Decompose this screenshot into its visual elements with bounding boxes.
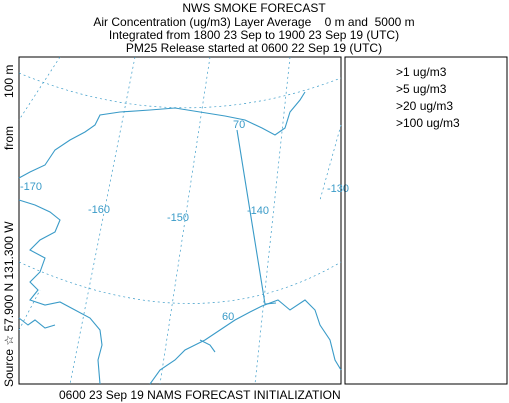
source-from: from xyxy=(2,126,16,150)
legend: >1 ug/m3 >5 ug/m3 >20 ug/m3 >100 ug/m3 xyxy=(344,56,508,385)
lat-label: 60 xyxy=(222,311,234,323)
subtitle: PM25 Release started at 0600 22 Sep 19 (… xyxy=(126,41,382,55)
legend-item: >1 ug/m3 xyxy=(396,65,447,79)
lon-label: -160 xyxy=(88,204,110,216)
legend-item: >5 ug/m3 xyxy=(396,82,447,96)
lat-label: 70 xyxy=(233,119,245,131)
legend-item: >20 ug/m3 xyxy=(396,99,453,113)
footer: 0600 23 Sep 19 NAMS FORECAST INITIALIZAT… xyxy=(59,388,341,402)
source-height: 100 m xyxy=(2,65,16,98)
coastline xyxy=(18,91,342,385)
map: -170 -160 -150 -140 -130 70 60 xyxy=(18,56,349,385)
legend-item: >100 ug/m3 xyxy=(396,116,460,130)
lon-label: -150 xyxy=(167,212,189,224)
subtitle: Integrated from 1800 23 Sep to 1900 23 S… xyxy=(109,28,399,42)
title: NWS SMOKE FORECAST xyxy=(182,1,326,15)
source-location: Source ☆ 57.900 N 131.300 W xyxy=(2,221,16,387)
legend-frame xyxy=(344,56,508,385)
lon-label: -140 xyxy=(247,205,269,217)
lon-label: -170 xyxy=(20,181,42,193)
lon-label: -130 xyxy=(327,183,349,195)
subtitle: Air Concentration (ug/m3) Layer Average … xyxy=(93,15,414,29)
map-frame xyxy=(18,56,342,385)
domain-outline xyxy=(236,129,277,305)
